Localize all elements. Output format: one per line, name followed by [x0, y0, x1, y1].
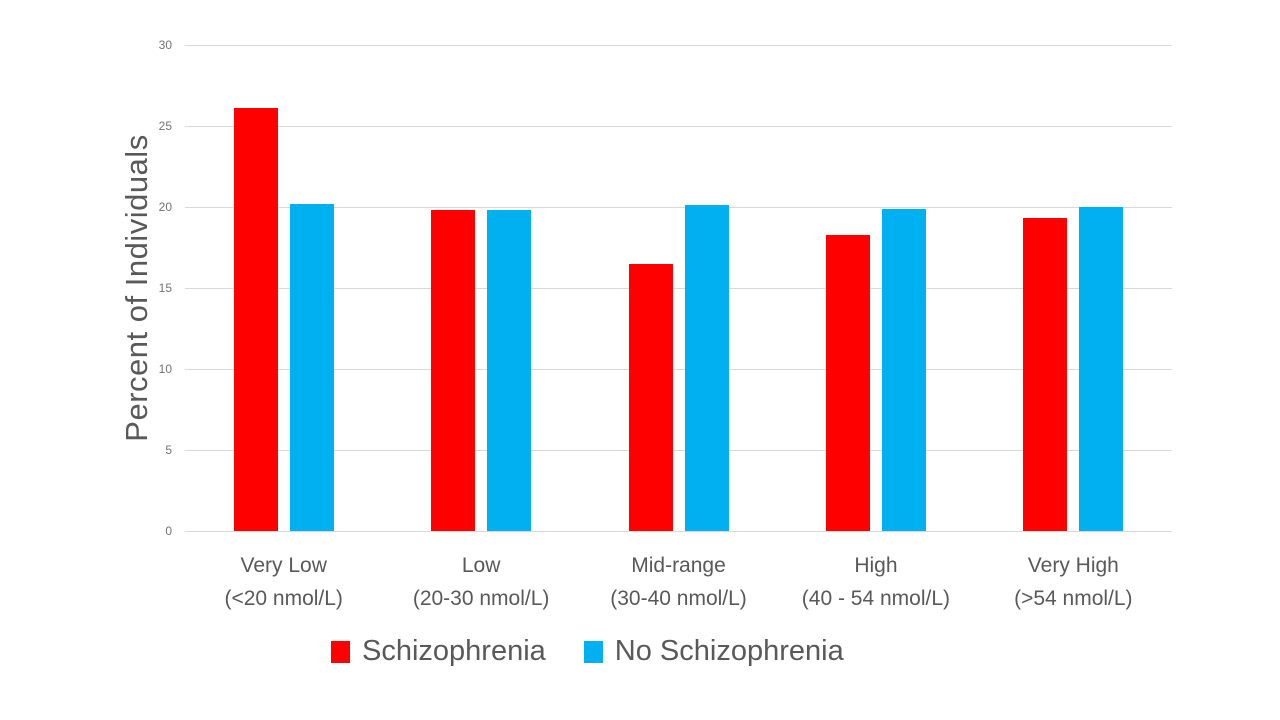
gridline [185, 450, 1172, 451]
bar-schizophrenia [628, 263, 673, 531]
legend-item-schizophrenia: Schizophrenia [331, 635, 546, 668]
bar-schizophrenia [233, 108, 278, 531]
bar-no-schizophrenia [487, 210, 532, 531]
gridline [185, 126, 1172, 127]
bar-no-schizophrenia [881, 208, 926, 531]
y-tick-label: 20 [158, 200, 172, 214]
bar-schizophrenia [825, 234, 870, 531]
legend-item-no-schizophrenia: No Schizophrenia [583, 635, 844, 668]
bar-schizophrenia [1023, 218, 1068, 531]
x-category-name: Low [461, 554, 501, 577]
gridline [185, 207, 1172, 208]
x-category-range: (20-30 nmol/L) [412, 587, 550, 610]
gridline [185, 531, 1172, 532]
x-category-range: (30-40 nmol/L) [610, 587, 747, 610]
y-tick-label: 15 [158, 281, 172, 295]
x-category-name: Mid-range [631, 554, 726, 577]
x-category-range: (40 - 54 nmol/L) [801, 587, 951, 610]
gridline [185, 45, 1172, 46]
legend: Schizophrenia No Schizophrenia [331, 635, 844, 668]
plot-area [185, 45, 1172, 532]
x-category-name: High [854, 554, 898, 577]
x-category-label: High (40 - 54 nmol/L) [777, 549, 974, 615]
x-category-name: Very High [1027, 554, 1119, 577]
x-category-label: Very Low (<20 nmol/L) [185, 549, 382, 615]
x-category-label: Low (20-30 nmol/L) [382, 549, 579, 615]
x-category-label: Very High (>54 nmol/L) [975, 549, 1172, 615]
gridline [185, 288, 1172, 289]
bar-no-schizophrenia [289, 203, 334, 531]
y-tick-label: 30 [158, 38, 172, 52]
x-category-label: Mid-range (30-40 nmol/L) [580, 549, 777, 615]
y-tick-label: 25 [158, 119, 172, 133]
x-category-range: (>54 nmol/L) [1014, 587, 1133, 610]
y-tick-label: 10 [158, 362, 172, 376]
x-category-name: Very Low [240, 554, 327, 577]
legend-swatch-icon [583, 640, 603, 663]
bar-schizophrenia [431, 210, 476, 531]
x-category-range: (<20 nmol/L) [224, 587, 343, 610]
gridline [185, 369, 1172, 370]
bar-no-schizophrenia [1079, 207, 1124, 531]
legend-label: Schizophrenia [362, 635, 546, 667]
y-tick-label: 0 [165, 524, 172, 538]
y-tick-label: 5 [165, 443, 172, 457]
legend-label: No Schizophrenia [614, 635, 844, 667]
bar-no-schizophrenia [684, 205, 729, 531]
legend-swatch-icon [331, 640, 350, 663]
x-axis-labels: Very Low (<20 nmol/L) Low (20-30 nmol/L) Mid… [185, 549, 1172, 615]
